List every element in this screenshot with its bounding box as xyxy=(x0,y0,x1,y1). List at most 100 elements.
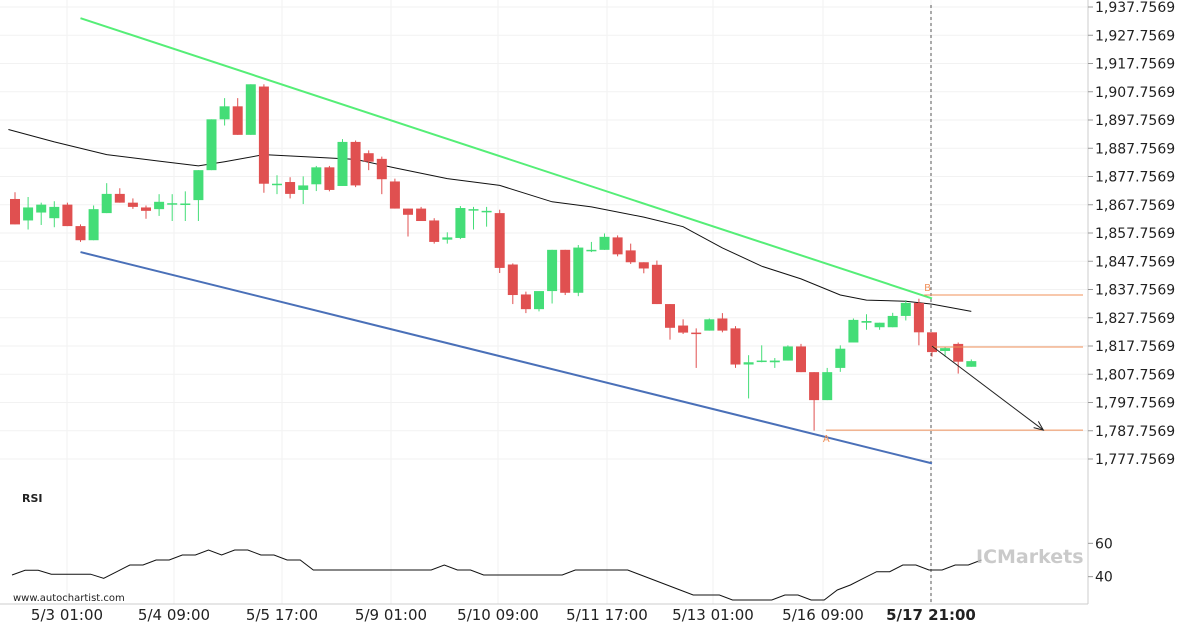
y-tick-label: 1,797.7569 xyxy=(1095,396,1175,412)
candle-body xyxy=(75,226,86,241)
candle xyxy=(927,332,937,357)
candle xyxy=(940,346,951,357)
candle xyxy=(258,84,269,193)
candle xyxy=(848,318,859,343)
candle-body xyxy=(927,332,937,353)
candle-body xyxy=(861,321,872,323)
candle xyxy=(678,319,689,335)
candle-body xyxy=(520,294,531,310)
candle-body xyxy=(756,360,767,363)
candle xyxy=(311,165,322,192)
candle-body xyxy=(940,348,951,351)
candle xyxy=(953,342,964,374)
axes xyxy=(0,0,1089,605)
candle xyxy=(547,249,558,304)
candle-body xyxy=(154,201,165,210)
candle-body xyxy=(180,203,191,205)
candle xyxy=(520,291,531,314)
y-tick-label: 1,817.7569 xyxy=(1095,339,1175,355)
candle-body xyxy=(638,262,649,269)
candle-body xyxy=(769,360,780,363)
x-tick-label: 5/10 09:00 xyxy=(457,606,539,624)
candle-body xyxy=(612,237,623,255)
candle xyxy=(350,140,361,188)
moving-average-line xyxy=(8,129,972,312)
candle-body xyxy=(429,220,440,242)
candle xyxy=(389,178,400,209)
candle-body xyxy=(494,213,505,268)
candle-body xyxy=(285,182,296,194)
x-tick-label: 5/13 01:00 xyxy=(672,606,754,624)
y-tick-label: 1,937.7569 xyxy=(1095,0,1175,16)
candle xyxy=(534,291,544,312)
x-tick-label: 5/4 09:00 xyxy=(138,606,210,624)
candle-body xyxy=(258,86,269,184)
candle-body xyxy=(298,185,309,190)
candle xyxy=(573,245,584,297)
candle xyxy=(966,359,977,367)
candle-body xyxy=(88,209,99,241)
candle-body xyxy=(809,372,820,401)
candle xyxy=(127,198,138,209)
candle xyxy=(167,194,178,222)
candle-body xyxy=(324,167,335,190)
candle xyxy=(494,209,505,273)
candle-body xyxy=(678,325,689,333)
x-tick-label: 5/5 17:00 xyxy=(246,606,318,624)
candle-body xyxy=(36,204,47,213)
resistance-line xyxy=(80,17,933,300)
y-tick-label: 1,807.7569 xyxy=(1095,367,1175,383)
candle-body xyxy=(507,264,518,296)
candle xyxy=(691,328,702,368)
candle-body xyxy=(822,372,833,401)
candle xyxy=(809,372,820,431)
candle xyxy=(796,343,806,373)
candle xyxy=(298,176,309,205)
candle xyxy=(337,139,348,186)
candle-body xyxy=(272,183,282,186)
candle-body xyxy=(534,291,544,310)
candle xyxy=(560,249,571,296)
y-tick-label: 1,827.7569 xyxy=(1095,311,1175,327)
candle xyxy=(363,150,374,171)
y-tick-label: 1,787.7569 xyxy=(1095,424,1175,440)
y-tick-label: 1,907.7569 xyxy=(1095,85,1175,101)
x-tick-label: 5/16 09:00 xyxy=(782,606,864,624)
candle xyxy=(232,98,243,135)
candle xyxy=(245,84,256,135)
trend-lines xyxy=(8,17,972,465)
candle xyxy=(376,156,387,195)
candle xyxy=(835,345,846,372)
candle-body xyxy=(953,343,964,362)
candle-body xyxy=(481,210,492,213)
candle xyxy=(141,205,151,219)
candle-body xyxy=(796,346,806,373)
forecast-arrow-head xyxy=(1033,421,1045,431)
y-axis-labels: 1,937.7569 1,927.7569 1,917.7569 1,907.7569… xyxy=(1088,0,1175,468)
watermark: ICMarkets xyxy=(976,546,1084,568)
candle xyxy=(468,206,479,230)
candle xyxy=(822,367,833,401)
candle-body xyxy=(389,181,400,209)
candle xyxy=(900,300,911,321)
candle-body xyxy=(232,106,243,135)
candle xyxy=(730,326,741,368)
candle-body xyxy=(586,249,597,252)
x-axis-labels: 5/3 01:00 5/4 09:00 5/5 17:00 5/9 01:00 5/10… xyxy=(31,606,976,624)
candle-body xyxy=(704,319,715,331)
candle-body xyxy=(743,362,754,365)
candle xyxy=(285,177,296,199)
price-levels: BA xyxy=(823,283,1083,445)
candle-body xyxy=(337,141,348,186)
rsi-tick-label: 40 xyxy=(1095,570,1113,586)
candle-body xyxy=(835,348,846,368)
candle-body xyxy=(547,249,558,292)
candle xyxy=(101,183,112,214)
candle-body xyxy=(573,247,584,293)
candle xyxy=(206,119,217,171)
candle xyxy=(717,313,728,333)
candle-body xyxy=(455,208,466,238)
grid-lines xyxy=(0,0,1088,604)
candle xyxy=(612,235,623,257)
